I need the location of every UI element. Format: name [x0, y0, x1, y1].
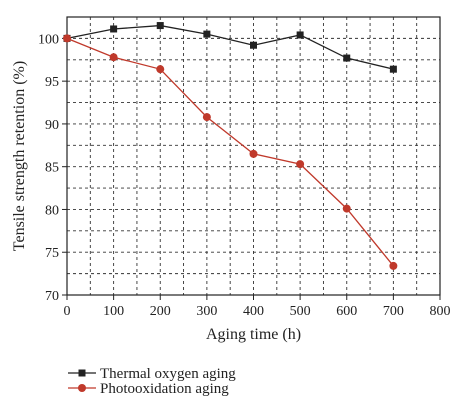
- data-point-thermal: [389, 65, 397, 73]
- x-tick-label: 200: [150, 304, 171, 319]
- y-tick-label: 95: [45, 75, 59, 90]
- y-axis-title: Tensile strength retention (%): [11, 61, 28, 251]
- data-point-photooxidation: [202, 113, 211, 122]
- data-point-photooxidation: [156, 65, 165, 74]
- data-point-photooxidation: [342, 204, 351, 213]
- data-point-thermal: [110, 25, 118, 33]
- series-layer: [63, 22, 398, 270]
- data-point-photooxidation: [249, 149, 258, 158]
- y-axis: 70 75 80 85 90 95 100: [38, 32, 67, 304]
- legend-label-thermal: Thermal oxygen aging: [100, 366, 236, 382]
- data-point-thermal: [156, 22, 164, 30]
- y-tick-label: 90: [45, 118, 59, 133]
- data-point-photooxidation: [109, 53, 118, 62]
- grid-lines: [67, 17, 440, 295]
- series-line-1: [66, 37, 394, 267]
- x-axis: 0 100 200 300 400 500 600 700 800: [64, 295, 451, 319]
- data-point-photooxidation: [389, 261, 398, 270]
- data-point-thermal: [343, 54, 351, 62]
- y-tick-label: 75: [45, 246, 59, 261]
- data-point-thermal: [296, 31, 304, 39]
- x-axis-title: Aging time (h): [206, 326, 301, 343]
- legend-label-photooxidation: Photooxidation aging: [100, 381, 229, 397]
- y-tick-label: 80: [45, 203, 59, 218]
- legend: Thermal oxygen aging Photooxidation agin…: [68, 366, 236, 397]
- x-tick-label: 100: [103, 304, 124, 319]
- x-tick-label: 800: [430, 304, 451, 319]
- legend-item-photooxidation: Photooxidation aging: [68, 381, 229, 397]
- y-tick-label: 100: [38, 32, 59, 47]
- legend-marker-photooxidation: [78, 384, 86, 392]
- x-tick-label: 700: [383, 304, 404, 319]
- series-line-0: [66, 24, 394, 70]
- x-tick-label: 0: [64, 304, 71, 319]
- legend-marker-thermal: [78, 369, 86, 377]
- y-tick-label: 85: [45, 161, 59, 176]
- data-point-thermal: [250, 41, 257, 49]
- x-tick-label: 500: [290, 304, 311, 319]
- data-point-thermal: [203, 30, 211, 38]
- x-tick-label: 600: [336, 304, 357, 319]
- x-tick-label: 300: [196, 304, 217, 319]
- legend-item-thermal: Thermal oxygen aging: [68, 366, 236, 382]
- x-tick-label: 400: [243, 304, 264, 319]
- y-tick-label: 70: [45, 289, 59, 304]
- data-point-photooxidation: [63, 34, 71, 43]
- data-point-photooxidation: [296, 160, 305, 169]
